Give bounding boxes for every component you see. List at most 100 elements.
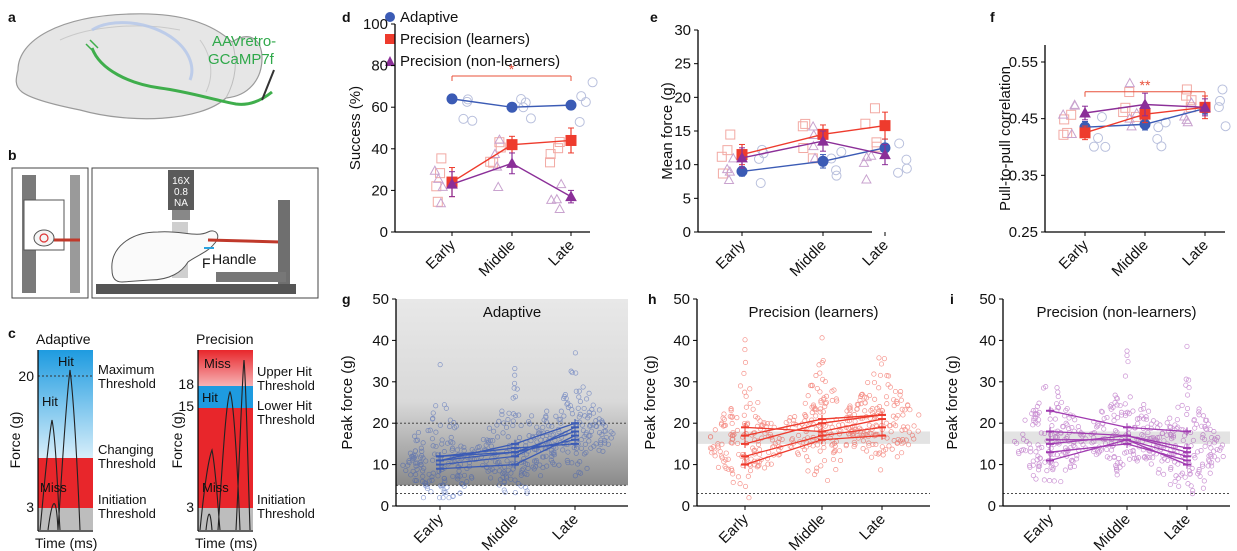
y-tick-label: 40 <box>372 332 389 349</box>
legend-label-adaptive: Adaptive <box>400 9 458 26</box>
trial-point <box>818 463 824 469</box>
trial-point <box>587 422 593 428</box>
trial-point <box>1161 471 1167 477</box>
animal-point <box>1069 99 1080 109</box>
trial-point <box>855 435 861 441</box>
animal-mean-line <box>1049 410 1188 433</box>
trial-point <box>1211 429 1217 435</box>
trial-point <box>742 389 748 395</box>
panel-c: c Adaptive Hit Hit Miss 20 3 Force (g) T… <box>7 325 315 551</box>
y-tick-label: 40 <box>371 141 388 158</box>
y-tick-label: 0 <box>381 498 389 515</box>
trial-point <box>1095 423 1101 429</box>
trial-point <box>755 441 762 448</box>
trial-point <box>533 457 539 463</box>
trial-point <box>860 433 866 439</box>
trial-point <box>833 467 839 473</box>
precision-tick-15: 15 <box>178 398 194 414</box>
animal-point <box>831 165 842 176</box>
trial-point <box>602 437 608 443</box>
adaptive-tick-3: 3 <box>26 499 34 515</box>
animal-point <box>836 146 847 157</box>
animal-point <box>1059 114 1070 125</box>
trial-point <box>1038 430 1044 436</box>
trial-point <box>526 419 532 425</box>
trial-point <box>461 444 467 450</box>
trial-point-cloud <box>1012 343 1226 497</box>
trial-point <box>864 448 870 454</box>
chart-title: Precision (learners) <box>748 304 878 321</box>
animal-point <box>723 174 735 185</box>
trial-point <box>420 473 426 479</box>
x-tick-label: Late <box>545 237 578 270</box>
trial-point <box>813 372 819 379</box>
trial-point <box>1148 461 1154 467</box>
trial-point <box>569 460 575 466</box>
trial-point <box>1048 445 1054 451</box>
trial-point <box>816 362 822 368</box>
trial-point <box>1027 464 1033 470</box>
trial-point <box>1115 415 1121 421</box>
trial-point <box>1041 477 1047 483</box>
animal-point <box>587 77 598 88</box>
trial-point <box>1098 408 1104 414</box>
trial-point <box>772 440 778 447</box>
trial-point <box>1180 437 1186 444</box>
trial-point <box>586 390 592 396</box>
trial-point <box>525 465 531 471</box>
y-tick-label: 30 <box>979 374 996 391</box>
trial-point <box>1066 426 1072 432</box>
trial-point <box>883 420 889 426</box>
trial-point <box>915 428 921 434</box>
trial-point <box>833 396 839 402</box>
trial-point <box>878 361 885 367</box>
trial-point <box>822 404 828 410</box>
trial-point <box>501 420 507 426</box>
trial-point <box>1165 457 1171 463</box>
trial-point <box>712 427 718 433</box>
trial-point <box>1114 468 1120 474</box>
trial-point <box>756 447 763 453</box>
animal-point <box>435 197 447 208</box>
trial-point <box>586 433 592 439</box>
trial-point <box>424 485 430 492</box>
trial-point <box>1127 394 1133 400</box>
trial-point <box>1037 463 1043 469</box>
trial-point <box>520 466 526 472</box>
trial-point <box>415 437 421 443</box>
trial-point <box>1156 466 1162 472</box>
adaptive-threshold-init-1: Initiation <box>98 492 146 507</box>
trial-point <box>730 479 736 486</box>
trial-point <box>572 473 578 479</box>
trial-point <box>508 470 514 476</box>
trial-point <box>1111 418 1117 424</box>
trial-point <box>565 460 571 466</box>
trial-point <box>736 451 742 458</box>
animal-point <box>1181 90 1192 101</box>
trial-point <box>1036 461 1042 467</box>
trial-point <box>1142 454 1148 460</box>
panel-label-a: a <box>8 9 16 25</box>
trial-point <box>1189 491 1196 497</box>
trial-point <box>865 379 871 386</box>
trial-point <box>1167 424 1173 430</box>
trial-point <box>755 399 761 406</box>
trial-point <box>765 421 771 427</box>
animal-point <box>545 194 557 204</box>
precision-xlabel: Time (ms) <box>195 535 257 551</box>
trial-point <box>410 468 416 474</box>
trial-point <box>502 471 508 477</box>
trial-point <box>441 449 447 455</box>
trial-point <box>902 407 908 413</box>
trial-point <box>1122 401 1128 407</box>
trial-point <box>484 437 490 443</box>
trial-point <box>419 448 425 454</box>
x-tick-label: Late <box>1179 237 1212 270</box>
precision-schematic-title: Precision <box>196 331 254 347</box>
trial-point <box>438 482 444 489</box>
x-tick-label: Middle <box>1091 511 1134 551</box>
trial-point <box>894 454 900 460</box>
trial-point <box>1030 458 1036 464</box>
trial-point <box>1151 437 1157 443</box>
trial-point <box>576 414 582 420</box>
